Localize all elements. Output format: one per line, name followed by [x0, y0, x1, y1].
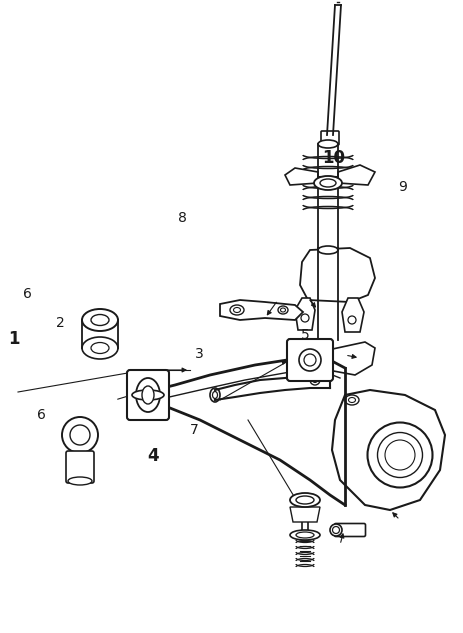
Text: 7: 7 [190, 423, 199, 437]
Ellipse shape [82, 309, 118, 331]
Ellipse shape [210, 388, 220, 402]
Ellipse shape [296, 532, 314, 538]
Ellipse shape [136, 378, 160, 412]
Polygon shape [338, 165, 375, 185]
Polygon shape [300, 248, 375, 302]
Polygon shape [295, 298, 315, 330]
Ellipse shape [281, 308, 286, 312]
Text: 6: 6 [23, 287, 32, 301]
FancyBboxPatch shape [321, 131, 339, 145]
Ellipse shape [91, 342, 109, 353]
Ellipse shape [314, 176, 342, 190]
Ellipse shape [290, 530, 320, 540]
FancyBboxPatch shape [127, 370, 169, 420]
Ellipse shape [385, 440, 415, 470]
Ellipse shape [213, 391, 218, 399]
Polygon shape [285, 168, 318, 185]
FancyBboxPatch shape [66, 451, 94, 483]
Ellipse shape [330, 524, 342, 536]
Ellipse shape [91, 315, 109, 325]
Ellipse shape [230, 305, 244, 315]
Ellipse shape [345, 395, 359, 405]
Ellipse shape [290, 493, 320, 507]
Text: 9: 9 [398, 180, 407, 194]
Ellipse shape [70, 425, 90, 445]
Ellipse shape [320, 179, 336, 187]
Polygon shape [328, 342, 375, 375]
Ellipse shape [313, 377, 318, 382]
Ellipse shape [368, 422, 432, 487]
Ellipse shape [318, 140, 338, 148]
Ellipse shape [318, 246, 338, 254]
Polygon shape [220, 300, 303, 320]
Ellipse shape [296, 496, 314, 504]
Text: 5: 5 [301, 329, 310, 342]
Ellipse shape [332, 527, 339, 534]
Text: 8: 8 [178, 211, 188, 225]
Ellipse shape [142, 386, 154, 404]
Ellipse shape [62, 417, 98, 453]
Polygon shape [342, 298, 364, 332]
Ellipse shape [310, 375, 320, 385]
Ellipse shape [233, 308, 240, 313]
Polygon shape [290, 507, 320, 522]
FancyBboxPatch shape [287, 339, 333, 381]
Text: 10: 10 [322, 149, 345, 167]
Text: 6: 6 [37, 408, 46, 422]
Text: 4: 4 [147, 447, 159, 465]
Ellipse shape [132, 390, 164, 400]
Polygon shape [332, 390, 445, 510]
Ellipse shape [68, 477, 92, 485]
Ellipse shape [304, 354, 316, 366]
Ellipse shape [299, 349, 321, 371]
Ellipse shape [301, 314, 309, 322]
Ellipse shape [278, 306, 288, 314]
Ellipse shape [377, 432, 423, 477]
Ellipse shape [349, 398, 356, 403]
Ellipse shape [82, 337, 118, 359]
FancyBboxPatch shape [334, 523, 365, 537]
Text: 2: 2 [56, 316, 64, 330]
Text: 3: 3 [195, 348, 203, 361]
Text: 1: 1 [8, 330, 19, 348]
Ellipse shape [348, 316, 356, 324]
